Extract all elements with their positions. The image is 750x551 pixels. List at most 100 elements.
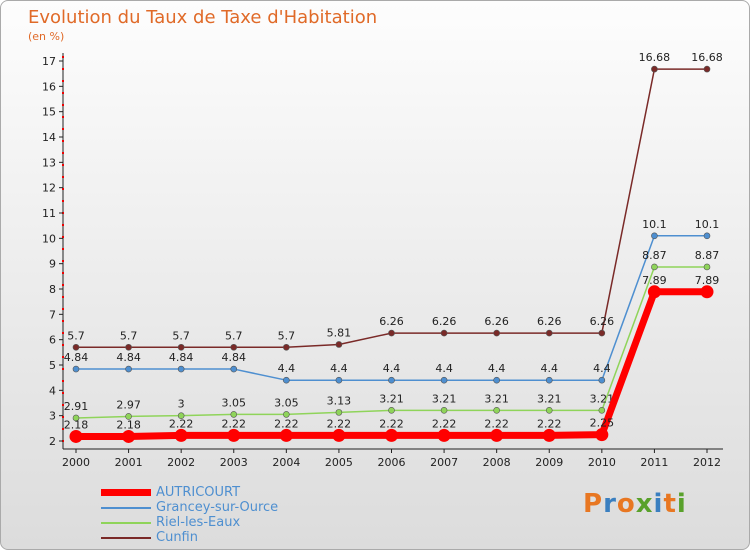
y-tick-label: 11	[42, 207, 56, 220]
x-tick-label: 2001	[115, 456, 143, 469]
data-label-riel-les-eaux: 3.21	[432, 392, 457, 405]
data-label-autricourt: 2.18	[116, 418, 141, 431]
y-tick-label: 5	[49, 359, 56, 372]
data-label-cunfin: 6.26	[432, 315, 457, 328]
data-point-cunfin	[598, 329, 606, 337]
data-point-autricourt	[437, 428, 451, 442]
x-tick-label: 2000	[62, 456, 90, 469]
data-label-riel-les-eaux: 8.87	[695, 249, 720, 262]
logo-letter: o	[616, 489, 636, 519]
legend-item-grancey[interactable]: Grancey-sur-Ource	[101, 500, 361, 515]
data-point-autricourt	[542, 428, 556, 442]
data-label-autricourt: 2.22	[432, 417, 457, 430]
data-point-grancey-sur-ource	[125, 365, 132, 373]
logo-letter: i	[653, 489, 664, 519]
data-point-grancey-sur-ource	[651, 232, 658, 240]
y-tick-label: 12	[42, 182, 56, 195]
data-label-grancey-sur-ource: 4.4	[541, 362, 559, 375]
legend-label-cunfin: Cunfin	[156, 530, 198, 545]
x-tick-label: 2010	[588, 456, 616, 469]
data-point-grancey-sur-ource	[388, 376, 395, 384]
data-label-cunfin: 6.26	[379, 315, 404, 328]
data-label-autricourt: 2.22	[537, 417, 562, 430]
data-label-grancey-sur-ource: 4.84	[64, 351, 89, 364]
data-label-riel-les-eaux: 2.97	[116, 398, 141, 411]
data-point-riel-les-eaux	[177, 412, 185, 419]
data-point-cunfin	[125, 343, 132, 351]
data-point-grancey-sur-ource	[335, 376, 343, 384]
data-label-autricourt: 2.22	[274, 417, 299, 430]
data-label-riel-les-eaux: 8.87	[642, 249, 667, 262]
data-label-grancey-sur-ource: 4.4	[330, 362, 348, 375]
y-tick-label: 3	[49, 410, 56, 423]
data-point-autricourt	[647, 285, 661, 299]
data-label-riel-les-eaux: 3.21	[590, 392, 615, 405]
data-point-cunfin	[703, 65, 711, 73]
logo-letter: P	[583, 489, 604, 519]
x-tick-label: 2011	[640, 456, 668, 469]
data-point-autricourt	[174, 428, 188, 442]
data-point-grancey-sur-ource	[230, 365, 238, 373]
data-label-riel-les-eaux: 3.05	[222, 396, 247, 409]
data-label-riel-les-eaux: 3.05	[274, 396, 299, 409]
data-point-riel-les-eaux	[651, 263, 658, 271]
y-tick-label: 2	[49, 435, 56, 448]
data-point-riel-les-eaux	[703, 263, 711, 271]
logo-letter: x	[635, 489, 654, 519]
data-label-autricourt: 2.25	[590, 417, 615, 430]
legend-item-riel[interactable]: Riel-les-Eaux	[101, 515, 361, 530]
logo-letter: i	[676, 489, 687, 519]
data-point-riel-les-eaux	[440, 407, 448, 414]
data-point-autricourt	[332, 428, 346, 442]
y-tick-label: 8	[49, 283, 56, 296]
x-tick-label: 2003	[220, 456, 248, 469]
data-label-grancey-sur-ource: 4.4	[278, 362, 296, 375]
y-tick-label: 16	[42, 80, 56, 93]
logo-letter: t	[663, 489, 677, 519]
x-tick-label: 2006	[378, 456, 406, 469]
data-point-autricourt	[385, 428, 398, 442]
data-point-riel-les-eaux	[388, 407, 395, 414]
y-tick-label: 6	[49, 334, 56, 347]
data-point-autricourt	[595, 428, 609, 442]
data-point-cunfin	[545, 329, 553, 337]
data-point-cunfin	[493, 329, 500, 337]
legend-item-autricourt[interactable]: AUTRICOURT	[101, 485, 361, 500]
legend-label-riel: Riel-les-Eaux	[156, 515, 241, 530]
data-label-autricourt: 2.22	[484, 417, 509, 430]
y-tick-label: 14	[42, 131, 56, 144]
x-tick-label: 2005	[325, 456, 353, 469]
y-axis-unit-label: (en %)	[28, 30, 65, 43]
data-label-grancey-sur-ource: 4.4	[435, 362, 453, 375]
data-point-riel-les-eaux	[125, 413, 132, 420]
y-tick-label: 15	[42, 106, 56, 119]
data-point-grancey-sur-ource	[72, 365, 80, 373]
legend-item-cunfin[interactable]: Cunfin	[101, 530, 361, 545]
data-point-grancey-sur-ource	[177, 365, 185, 373]
data-label-cunfin: 6.26	[590, 315, 615, 328]
x-tick-label: 2002	[167, 456, 195, 469]
legend-swatch-riel	[101, 522, 151, 524]
data-point-grancey-sur-ource	[493, 376, 500, 384]
data-point-grancey-sur-ource	[598, 376, 606, 384]
data-label-cunfin: 5.7	[67, 329, 85, 342]
y-tick-label: 17	[42, 55, 56, 68]
data-label-cunfin: 16.68	[639, 51, 671, 64]
data-point-cunfin	[230, 343, 238, 351]
chart-title: Evolution du Taux de Taxe d'Habitation	[28, 7, 378, 28]
data-point-riel-les-eaux	[545, 407, 553, 414]
data-label-riel-les-eaux: 2.91	[64, 400, 89, 413]
x-tick-label: 2007	[430, 456, 458, 469]
data-point-autricourt	[122, 429, 136, 443]
y-tick-label: 9	[49, 258, 56, 271]
data-point-grancey-sur-ource	[440, 376, 448, 384]
data-label-grancey-sur-ource: 4.84	[116, 351, 141, 364]
data-point-autricourt	[69, 429, 83, 443]
data-point-autricourt	[279, 428, 293, 442]
data-label-riel-les-eaux: 3	[178, 398, 185, 411]
data-point-cunfin	[388, 329, 395, 337]
data-point-grancey-sur-ource	[545, 376, 553, 384]
data-label-grancey-sur-ource: 10.1	[642, 218, 667, 231]
data-point-riel-les-eaux	[598, 407, 606, 414]
legend-label-grancey: Grancey-sur-Ource	[156, 500, 279, 515]
